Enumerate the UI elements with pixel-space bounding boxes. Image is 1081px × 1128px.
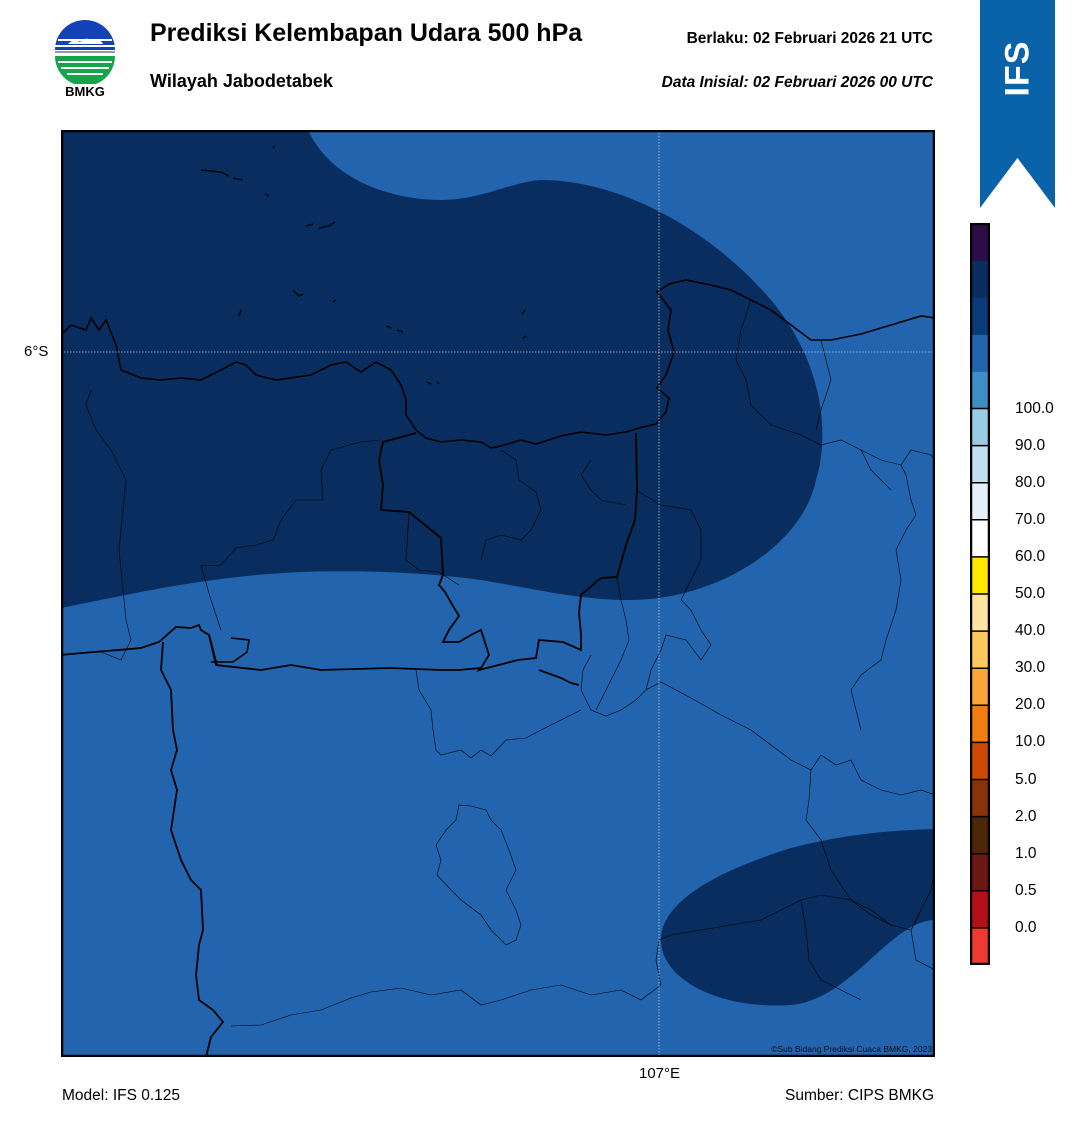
colorbar-segment [970, 408, 990, 447]
map-title: Prediksi Kelembapan Udara 500 hPa [150, 19, 583, 47]
bmkg-logo: BMKG [50, 20, 120, 100]
map-subtitle: Wilayah Jabodetabek [150, 71, 333, 91]
map-frame [61, 130, 935, 1057]
colorbar-tick-label: 50.0 [1015, 585, 1046, 602]
colorbar-tick-label: 1.0 [1015, 844, 1037, 862]
colorbar-segment [970, 556, 990, 595]
init-time: Data Inisial: 02 Februari 2026 00 UTC [661, 74, 933, 91]
ribbon-label: IFS [998, 40, 1036, 96]
colorbar-tick-label: 0.5 [1015, 881, 1037, 899]
colorbar [970, 223, 990, 965]
bmkg-emblem-icon [55, 20, 115, 86]
colorbar-tick-label: 2.0 [1015, 807, 1037, 825]
source-label: Sumber: CIPS BMKG [784, 1087, 934, 1104]
logo-text: BMKG [65, 84, 105, 99]
lat-label-6s: 6°S [24, 343, 49, 360]
colorbar-tick-label: 60.0 [1015, 547, 1046, 565]
lon-label-107e: 107°E [639, 1065, 681, 1082]
ifs-ribbon [980, 0, 1055, 208]
colorbar-segment [970, 594, 990, 632]
humidity-90-100-area-north [61, 130, 823, 608]
thousand-islands [200, 145, 527, 385]
colorbar-segment [970, 445, 990, 484]
colorbar-segment [970, 223, 990, 261]
colorbar-segment [970, 260, 990, 298]
colorbar-segment [970, 334, 990, 372]
coastline [61, 279, 935, 449]
colorbar-tick-label: 10.0 [1015, 733, 1046, 751]
colorbar-segment [970, 297, 990, 335]
colorbar-segment [970, 519, 990, 558]
colorbar-tick-label: 20.0 [1015, 696, 1046, 714]
colorbar-tick-label: 30.0 [1015, 659, 1046, 677]
colorbar-segment [970, 705, 990, 743]
model-label: Model: IFS 0.125 [62, 1087, 181, 1104]
district-boundaries [61, 299, 935, 1027]
district-boundary-bekasi [208, 634, 218, 666]
colorbar-tick-label: 0.0 [1015, 918, 1037, 936]
province-boundary [61, 623, 580, 1057]
humidity-map [61, 130, 935, 1057]
colorbar-tick-label: 5.0 [1015, 770, 1037, 788]
colorbar-tick-label: 40.0 [1015, 622, 1046, 640]
colorbar-tick-label: 70.0 [1015, 510, 1046, 528]
copyright-note: ©Sub Bidang Prediksi Cuaca BMKG, 2023 [771, 1044, 932, 1054]
colorbar-tick-label: 80.0 [1015, 473, 1046, 491]
colorbar-segment [970, 668, 990, 706]
colorbar-segment [970, 779, 990, 818]
jakarta-boundary [378, 432, 638, 672]
colorbar-segment [970, 927, 990, 965]
colorbar-segment [970, 631, 990, 669]
colorbar-frame [970, 223, 990, 965]
colorbar-segment [970, 742, 990, 780]
colorbar-segment [970, 853, 990, 892]
colorbar-tick-label: 90.0 [1015, 436, 1046, 454]
colorbar-segment [970, 890, 990, 929]
colorbar-tick-label: 100.0 [1015, 399, 1054, 417]
colorbar-segment [970, 816, 990, 855]
colorbar-segment [970, 371, 990, 409]
colorbar-segment [970, 482, 990, 521]
valid-time: Berlaku: 02 Februari 2026 21 UTC [686, 30, 933, 47]
humidity-90-100-area-southeast [661, 829, 935, 1006]
district-boundary-notch [211, 637, 250, 663]
